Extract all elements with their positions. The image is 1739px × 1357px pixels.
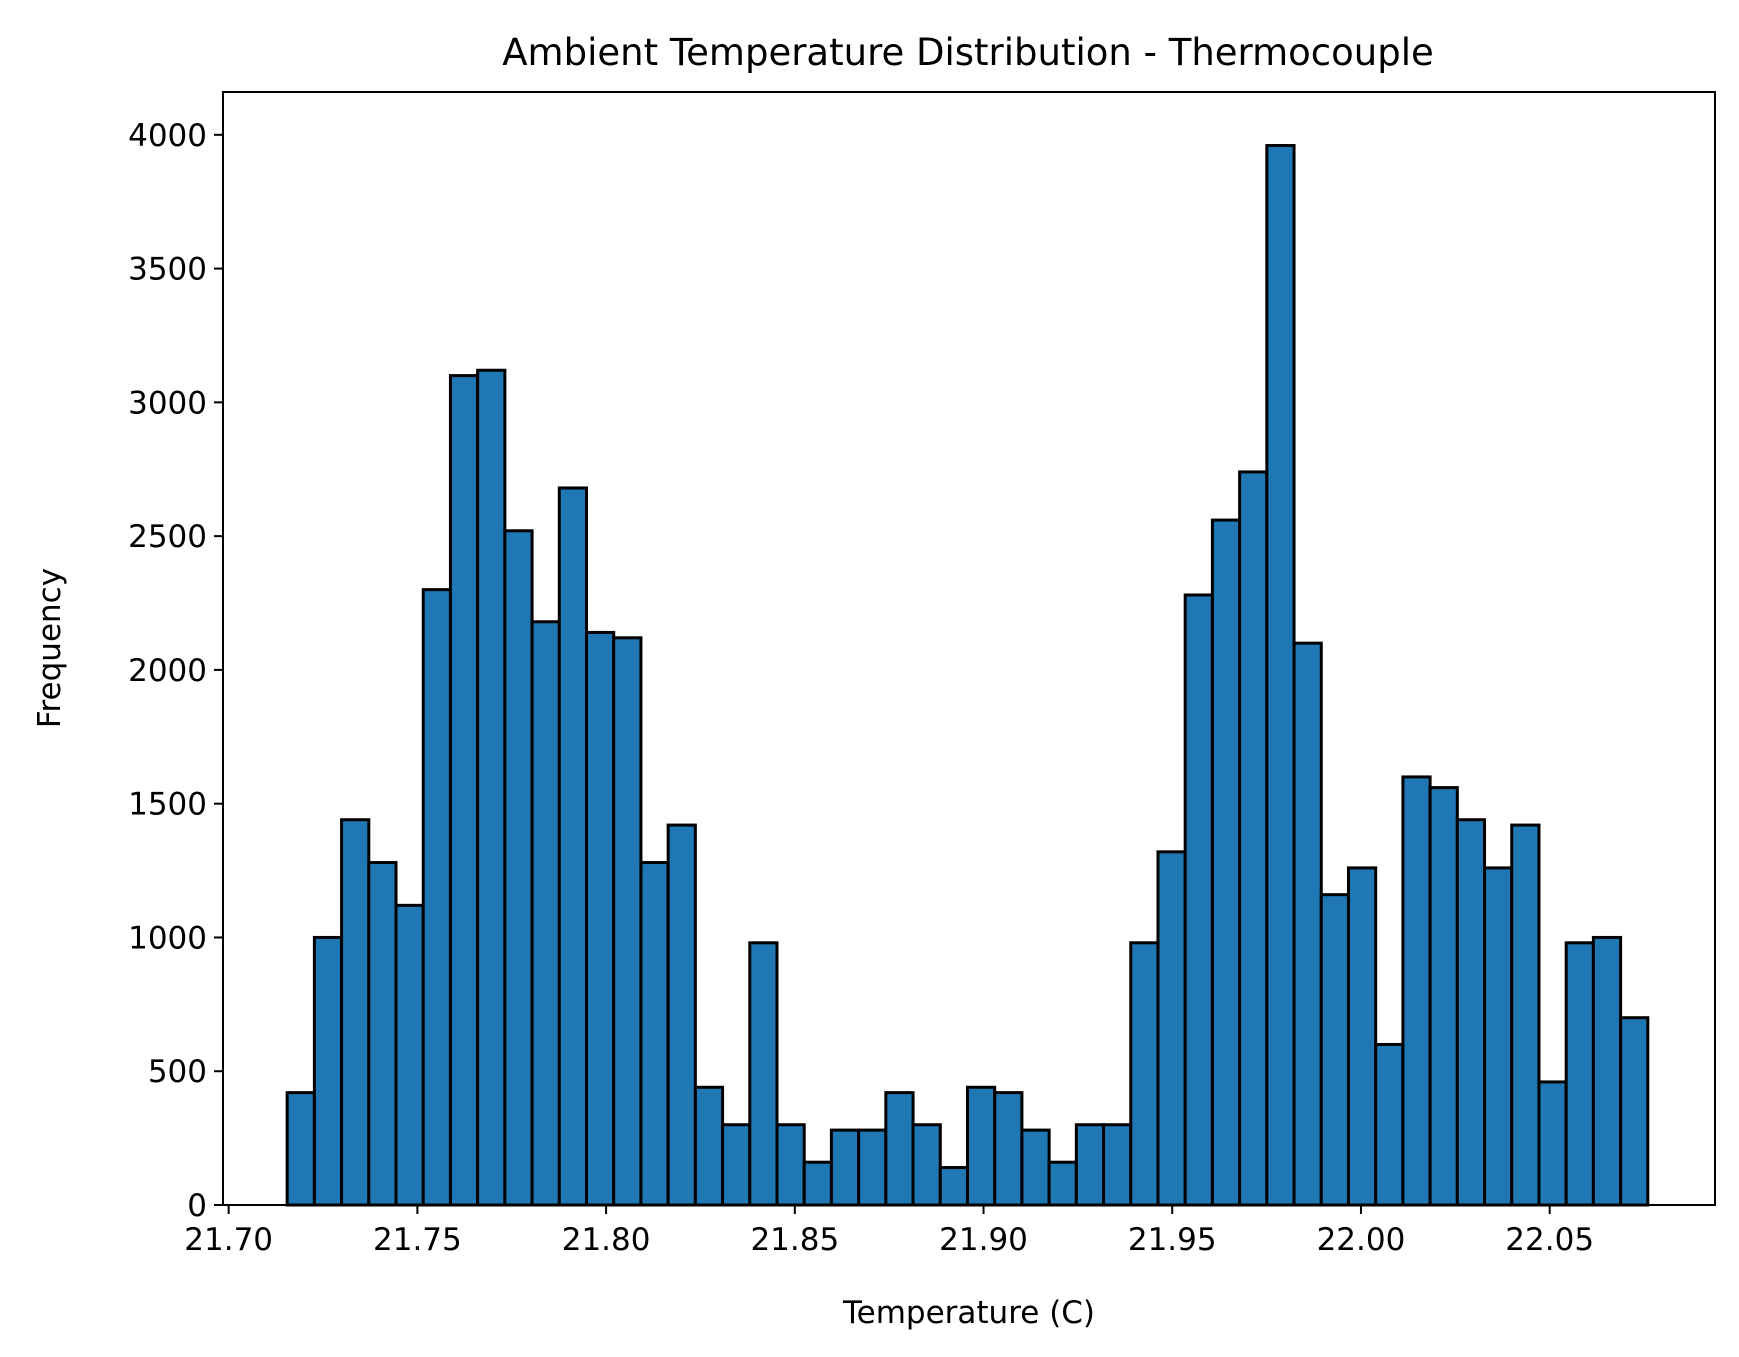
y-tick-label: 1500 (128, 787, 207, 823)
histogram-bar (693, 1085, 725, 1207)
histogram-bar (340, 818, 371, 1207)
y-tick-label: 3000 (128, 385, 207, 421)
histogram-bar (1210, 518, 1242, 1207)
histogram-bar (448, 374, 480, 1207)
histogram-bar (775, 1123, 806, 1207)
histogram-bar (911, 1123, 942, 1207)
x-tick-label: 21.95 (1128, 1222, 1217, 1258)
x-tick-label: 21.85 (750, 1222, 839, 1258)
x-axis-ticks: 21.70 21.75 21.80 21.85 21.90 21.95 22.00 22.05 (184, 1205, 1594, 1258)
x-tick-label: 21.70 (184, 1222, 273, 1258)
histogram-bar (1346, 866, 1378, 1207)
histogram-bar (748, 941, 779, 1207)
y-tick-label: 3500 (128, 252, 207, 288)
histogram-bar (965, 1085, 997, 1207)
y-axis-ticks: 0 500 1000 1500 2000 2500 3000 3500 4000 (128, 118, 223, 1224)
histogram-bar (1156, 850, 1187, 1207)
y-tick-label: 2500 (128, 519, 207, 555)
histogram-bar (1238, 470, 1269, 1207)
histogram-bar (1564, 941, 1595, 1207)
histogram-bar (421, 588, 452, 1207)
histogram-bar (503, 529, 534, 1207)
x-tick-label: 22.05 (1505, 1222, 1594, 1258)
histogram-bar (1619, 1016, 1650, 1207)
histogram-bar (585, 630, 616, 1207)
histogram-bar (1265, 144, 1296, 1207)
y-tick-label: 500 (148, 1054, 207, 1090)
histogram-bar (1020, 1128, 1051, 1207)
x-tick-label: 21.80 (562, 1222, 651, 1258)
y-axis-label: Frequency (32, 568, 68, 728)
histogram-bar (476, 368, 507, 1207)
histogram-bar (1102, 1123, 1133, 1207)
histogram-bar (802, 1160, 833, 1207)
y-tick-label: 1000 (128, 920, 207, 956)
x-tick-label: 21.75 (373, 1222, 462, 1258)
histogram-bar (1537, 1080, 1568, 1207)
histogram-bar (1455, 818, 1487, 1207)
histogram-bar (1292, 641, 1323, 1207)
histogram-bar (1129, 941, 1160, 1207)
histogram-bar (666, 823, 697, 1207)
y-tick-label: 2000 (128, 653, 207, 689)
histogram-bar (1401, 775, 1432, 1207)
plot-frame (222, 91, 1716, 1206)
histogram-bar (1591, 935, 1623, 1207)
histogram-bar (1428, 786, 1459, 1207)
histogram-bar (1374, 1042, 1405, 1207)
histogram-bar (312, 935, 344, 1207)
chart-title: Ambient Temperature Distribution - Therm… (502, 31, 1434, 74)
histogram-bar (1183, 593, 1214, 1207)
histogram-bar (1483, 866, 1514, 1207)
histogram-bar (367, 861, 398, 1207)
histogram-bar (1047, 1160, 1078, 1207)
histogram-bar (530, 620, 561, 1207)
y-tick-label: 0 (187, 1188, 207, 1224)
histogram-bar (993, 1091, 1024, 1207)
x-tick-label: 21.90 (939, 1222, 1028, 1258)
histogram-bar (721, 1123, 752, 1207)
histogram-bar (884, 1091, 915, 1207)
histogram-bar (857, 1128, 888, 1207)
histogram-bar (612, 636, 643, 1207)
histogram-bar (1510, 823, 1541, 1207)
histogram-bar (829, 1128, 861, 1207)
histogram-bar (557, 486, 589, 1207)
histogram-bar (394, 903, 425, 1207)
x-tick-label: 22.00 (1317, 1222, 1406, 1258)
histogram-bar (285, 1091, 316, 1207)
y-tick-label: 4000 (128, 118, 207, 154)
histogram-bar (639, 861, 670, 1207)
bars-group (285, 144, 1650, 1207)
histogram-bar (1074, 1123, 1106, 1207)
histogram-bar (1319, 893, 1350, 1207)
x-axis-label: Temperature (C) (842, 1295, 1095, 1331)
histogram-bar (938, 1166, 969, 1207)
